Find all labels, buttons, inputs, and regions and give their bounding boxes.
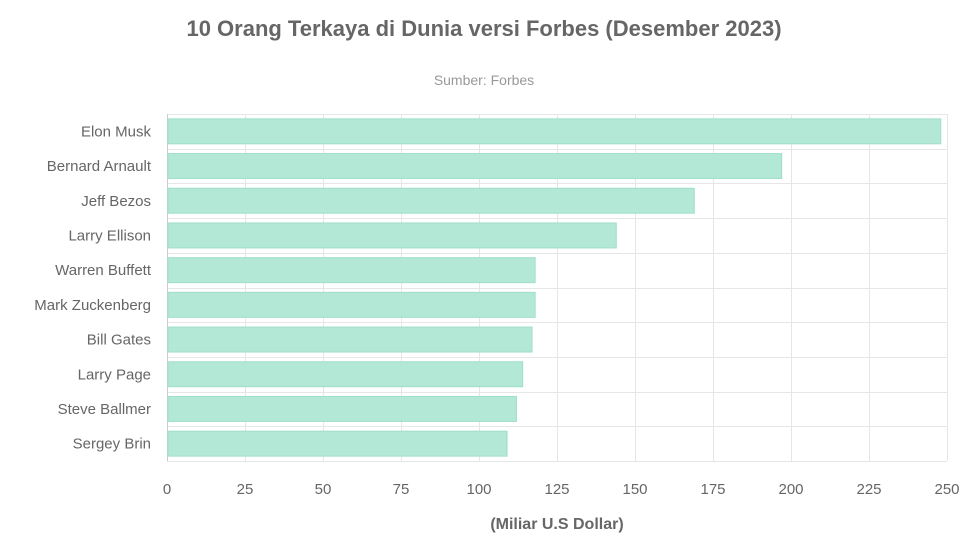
bar[interactable] (167, 326, 533, 353)
category-label: Bill Gates (87, 332, 151, 349)
x-tick-label: 100 (466, 481, 491, 498)
bar[interactable] (167, 395, 517, 422)
chart-subtitle: Sumber: Forbes (434, 72, 534, 88)
x-tick-label: 175 (700, 481, 725, 498)
tick-labels: 0 25 50 75 100 125 150 175 200 225 250 (163, 481, 960, 498)
bar[interactable] (167, 257, 536, 284)
x-tick-label: 25 (237, 481, 254, 498)
bars-layer (167, 118, 942, 457)
chart-title: 10 Orang Terkaya di Dunia versi Forbes (… (186, 16, 781, 41)
category-label: Steve Ballmer (58, 401, 151, 418)
category-labels: Elon Musk Bernard Arnault Jeff Bezos Larry … (34, 123, 152, 452)
bar[interactable] (167, 118, 942, 145)
x-tick-label: 0 (163, 481, 171, 498)
category-label: Larry Page (78, 366, 151, 383)
x-tick-label: 200 (778, 481, 803, 498)
bar[interactable] (167, 222, 617, 249)
x-tick-label: 150 (622, 481, 647, 498)
category-label: Elon Musk (81, 123, 152, 140)
bar[interactable] (167, 291, 536, 318)
category-label: Larry Ellison (68, 227, 151, 244)
bar[interactable] (167, 187, 695, 214)
x-tick-label: 250 (934, 481, 959, 498)
x-axis-title: (Miliar U.S Dollar) (490, 516, 623, 533)
category-label: Warren Buffett (55, 262, 152, 279)
x-tick-label: 50 (315, 481, 332, 498)
x-tick-label: 225 (856, 481, 881, 498)
category-label: Jeff Bezos (81, 193, 151, 210)
category-label: Sergey Brin (73, 436, 151, 453)
category-label: Mark Zuckenberg (34, 297, 151, 314)
bar[interactable] (167, 153, 783, 180)
category-label: Bernard Arnault (47, 158, 152, 175)
x-tick-label: 125 (544, 481, 569, 498)
x-tick-label: 75 (393, 481, 410, 498)
bar[interactable] (167, 361, 524, 388)
bar[interactable] (167, 430, 508, 457)
